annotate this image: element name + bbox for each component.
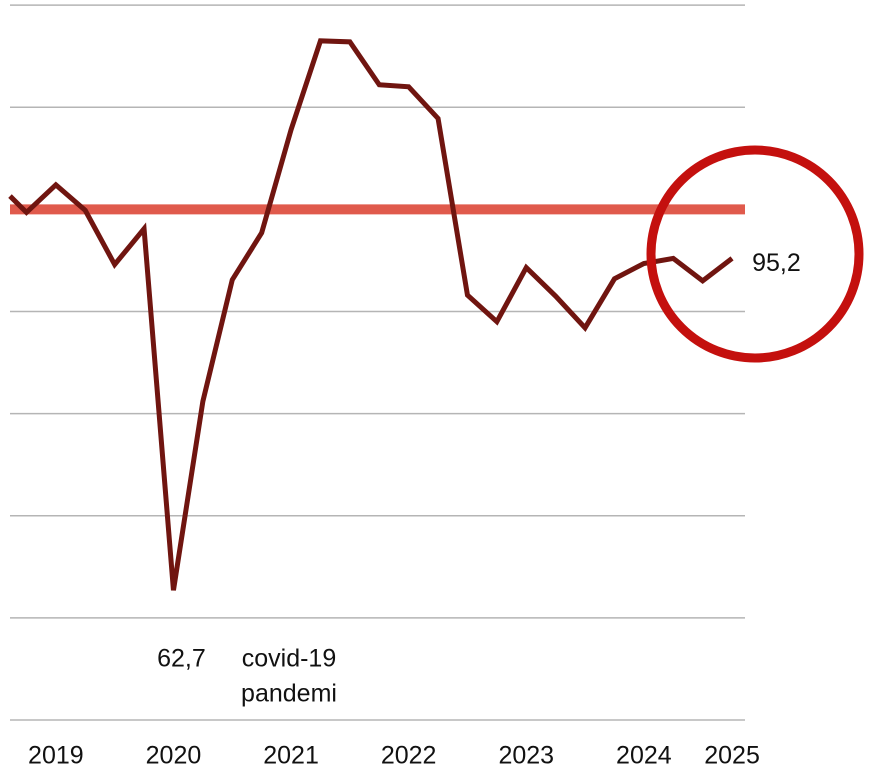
annotation: covid-19 xyxy=(242,645,337,673)
value-label: 95,2 xyxy=(752,249,801,277)
x-tick-label: 2023 xyxy=(498,742,554,770)
value-label: 62,7 xyxy=(157,645,206,673)
x-tick-label: 2025 xyxy=(704,742,760,770)
x-tick-label: 2019 xyxy=(28,742,84,770)
x-tick-label: 2022 xyxy=(381,742,437,770)
series-line xyxy=(8,38,734,591)
annotation: pandemi xyxy=(241,680,337,708)
x-tick-label: 2024 xyxy=(616,742,672,770)
highlight-circle xyxy=(646,145,864,363)
x-tick-label: 2021 xyxy=(263,742,319,770)
x-tick-label: 2020 xyxy=(146,742,202,770)
